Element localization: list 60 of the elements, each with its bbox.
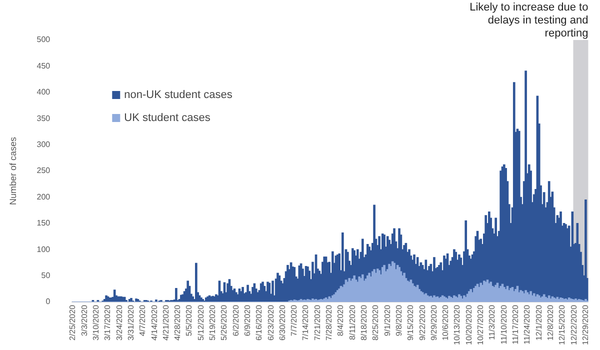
x-tick-label: 12/1/2020: [534, 304, 544, 341]
x-tick-label: 5/12/2020: [196, 304, 206, 341]
y-tick-label: 500: [36, 35, 51, 44]
y-axis-title: Number of cases: [8, 136, 18, 205]
x-tick-label: 10/13/2020: [452, 304, 462, 346]
x-tick-label: 7/28/2020: [324, 304, 334, 341]
x-tick-label: 3/17/2020: [103, 304, 112, 341]
x-tick-label: 12/15/2020: [558, 304, 567, 346]
x-tick-label: 6/16/2020: [254, 304, 264, 341]
x-tick-label: 3/10/2020: [91, 304, 100, 341]
x-tick-label: 3/24/2020: [114, 304, 124, 341]
y-tick-label: 400: [36, 88, 51, 97]
x-tick-label: 9/8/2020: [394, 304, 404, 336]
x-tick-label: 8/11/2020: [348, 304, 357, 340]
x-tick-label: 12/22/2020: [569, 304, 578, 346]
x-tick-label: 12/29/2020: [580, 304, 590, 346]
x-tick-label: 4/14/2020: [150, 304, 159, 341]
x-tick-label: 11/3/2020: [488, 304, 497, 340]
x-tick-label: 7/7/2020: [290, 304, 299, 336]
x-tick-label: 5/26/2020: [220, 304, 229, 341]
y-tick-label: 300: [36, 140, 51, 149]
x-tick-label: 4/7/2020: [138, 304, 148, 336]
x-tick-label: 9/22/2020: [418, 304, 427, 341]
x-tick-label: 8/4/2020: [336, 304, 346, 336]
y-tick-label: 450: [36, 61, 51, 70]
x-tick-label: 3/31/2020: [126, 304, 136, 341]
x-tick-label: 11/10/2020: [499, 304, 508, 344]
x-tick-label: 10/27/2020: [476, 304, 486, 346]
y-tick-label: 200: [36, 192, 51, 202]
x-tick-label: 6/30/2020: [278, 304, 287, 341]
x-tick-label: 12/8/2020: [546, 304, 555, 341]
x-tick-label: 5/5/2020: [184, 304, 194, 336]
y-tick-label: 250: [36, 166, 51, 176]
x-tick-label: 9/29/2020: [429, 304, 438, 341]
x-tick-label: 10/20/2020: [464, 304, 474, 346]
x-tick-label: 8/25/2020: [371, 304, 380, 341]
x-tick-label: 9/1/2020: [382, 304, 392, 336]
y-tick-label: 150: [36, 218, 51, 228]
band-label: Likely to increase due to delays in testing and reporting: [470, 2, 588, 40]
x-tick-label: 8/18/2020: [360, 304, 369, 341]
x-tick-label: 9/15/2020: [406, 304, 416, 341]
x-tick-label: 10/6/2020: [441, 304, 450, 341]
y-tick-label: 0: [46, 297, 51, 306]
y-tick-label: 50: [41, 270, 51, 280]
x-tick-label: 5/19/2020: [208, 304, 218, 341]
x-tick-label: 4/21/2020: [161, 304, 170, 341]
x-tick-label: 2/25/2020: [68, 304, 78, 341]
y-tick-label: 100: [36, 244, 51, 254]
legend-label: non-UK student cases: [124, 89, 233, 102]
x-tick-label: 3/3/2020: [80, 304, 89, 336]
x-tick-label: 4/28/2020: [173, 304, 182, 341]
x-tick-label: 6/9/2020: [242, 304, 252, 336]
x-tick-label: 11/24/2020: [522, 304, 532, 344]
x-tick-label: 6/23/2020: [266, 304, 276, 341]
x-tick-label: 6/2/2020: [231, 304, 240, 336]
x-tick-label: 11/17/2020: [511, 304, 520, 344]
x-tick-label: 7/14/2020: [301, 304, 310, 341]
legend-label: UK student cases: [124, 112, 211, 124]
y-tick-label: 350: [36, 114, 51, 123]
x-tick-label: 7/21/2020: [312, 304, 322, 341]
